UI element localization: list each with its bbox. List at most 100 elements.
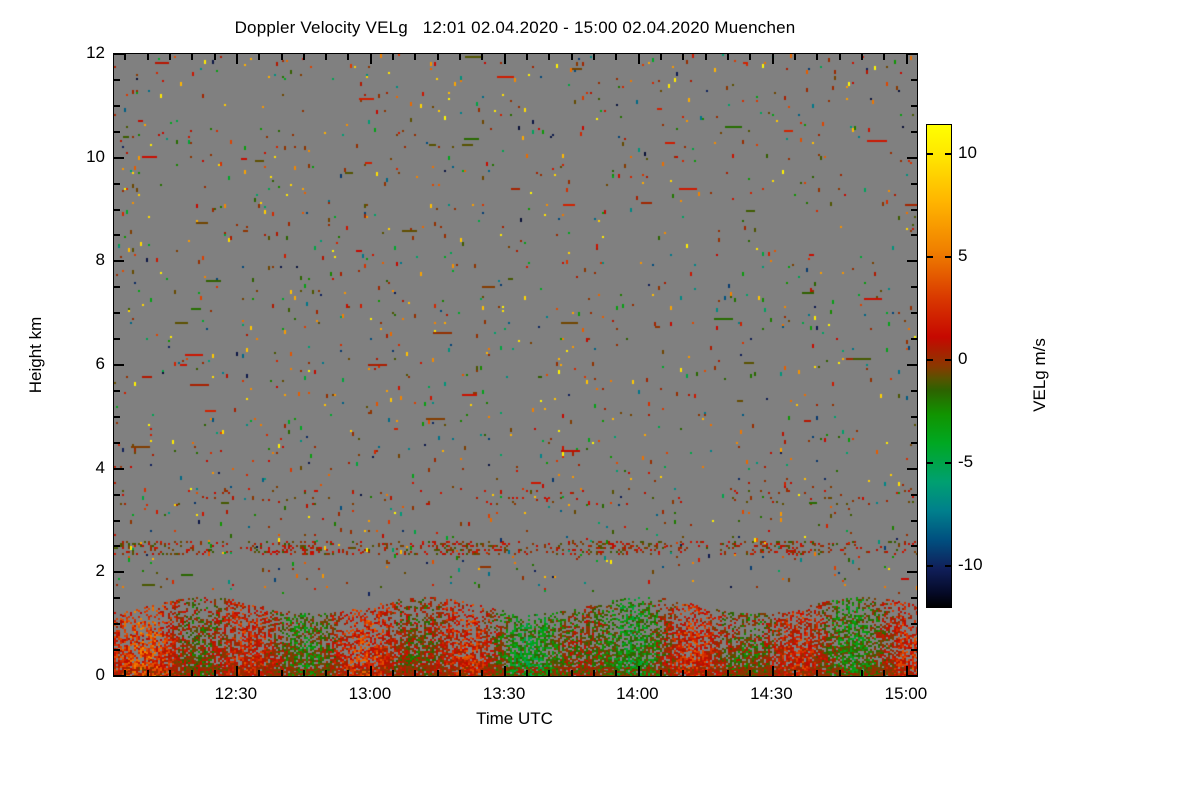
y-axis-tick xyxy=(114,597,120,600)
x-axis-tick xyxy=(726,670,729,676)
x-axis-tick xyxy=(280,54,283,60)
x-axis-tick xyxy=(771,54,774,64)
colorbar-tick-label: 5 xyxy=(958,245,968,265)
x-axis-tick xyxy=(883,670,886,676)
x-axis-title: Time UTC xyxy=(476,709,553,728)
x-axis-tick xyxy=(726,54,729,60)
x-axis-tick xyxy=(347,54,350,60)
x-axis-tick xyxy=(660,54,662,60)
x-axis-tick xyxy=(860,54,863,60)
x-axis-tick xyxy=(191,54,194,60)
x-axis-tick xyxy=(392,670,395,676)
y-axis-tick xyxy=(911,182,917,185)
y-axis-tick xyxy=(911,338,917,341)
x-axis-tick xyxy=(414,670,417,676)
y-axis-tick xyxy=(911,649,917,652)
x-axis-tick xyxy=(526,670,529,676)
y-axis-tick xyxy=(911,234,917,237)
colorbar-tick-label: -5 xyxy=(958,451,974,471)
x-axis-tick xyxy=(302,670,305,676)
x-axis-tick xyxy=(593,54,596,60)
x-axis-tick xyxy=(816,670,819,676)
x-axis-tick xyxy=(771,666,774,676)
y-axis-tick xyxy=(114,156,124,159)
x-axis-tick xyxy=(213,54,216,60)
y-axis-tick xyxy=(114,389,120,392)
y-axis-tick xyxy=(114,519,120,522)
x-axis-tick xyxy=(682,54,685,60)
x-axis-tick xyxy=(816,54,819,60)
y-axis-tick xyxy=(911,545,917,548)
x-axis-tick xyxy=(146,54,149,60)
y-axis-tick xyxy=(911,104,917,107)
y-axis-tick xyxy=(114,208,120,211)
x-tick-label: 13:00 xyxy=(348,684,392,703)
colorbar-tick-label: 10 xyxy=(958,142,977,162)
x-axis-tick xyxy=(615,670,618,676)
y-axis-tick xyxy=(114,571,124,574)
x-axis-tick xyxy=(146,670,149,676)
x-axis-tick xyxy=(459,670,462,676)
colorbar-tick-right xyxy=(945,461,952,464)
x-axis-tick xyxy=(749,54,752,60)
y-axis-tick xyxy=(114,130,120,133)
colorbar-tick-left xyxy=(926,358,933,361)
x-axis-tick xyxy=(459,54,462,60)
y-axis-tick xyxy=(114,78,120,81)
y-axis-tick xyxy=(911,519,917,522)
x-axis-tick xyxy=(191,670,194,676)
y-axis-tick xyxy=(911,597,917,600)
y-axis-tick xyxy=(911,415,917,418)
colorbar-tick-left xyxy=(926,461,933,464)
x-axis-tick xyxy=(347,670,350,676)
colorbar-gradient xyxy=(927,125,951,607)
figure-title: Doppler Velocity VELg 12:01 02.04.2020 -… xyxy=(234,18,796,37)
x-axis-tick xyxy=(258,670,261,676)
y-axis-tick xyxy=(911,208,917,211)
y-axis-tick xyxy=(114,338,120,341)
x-tick-label: 13:30 xyxy=(482,684,526,703)
y-axis-tick xyxy=(911,441,917,444)
y-tick-label: 10 xyxy=(86,146,105,166)
y-axis-tick xyxy=(911,78,917,81)
x-axis-tick xyxy=(526,54,529,60)
colorbar-tick-right xyxy=(945,255,952,258)
x-axis-tick xyxy=(503,666,506,676)
x-axis-tick xyxy=(124,670,127,676)
x-axis-tick xyxy=(325,54,328,60)
y-axis-tick xyxy=(114,415,120,418)
x-axis-tick xyxy=(838,670,841,676)
y-tick-label: 6 xyxy=(95,354,105,373)
x-axis-tick xyxy=(704,670,707,676)
y-tick-label: 2 xyxy=(95,561,105,581)
y-axis-tick xyxy=(907,364,917,366)
y-tick-label: 4 xyxy=(95,457,105,477)
y-axis-tick xyxy=(911,286,917,289)
x-axis-tick xyxy=(905,54,908,64)
y-axis-tick xyxy=(911,389,917,392)
y-tick-label: 12 xyxy=(86,43,105,62)
x-axis-tick xyxy=(704,54,707,60)
y-axis-tick xyxy=(114,441,120,444)
y-axis-tick xyxy=(907,260,917,263)
y-tick-label: 0 xyxy=(95,665,105,684)
y-axis-tick xyxy=(114,104,120,107)
x-tick-label: 12:30 xyxy=(214,684,258,703)
y-axis-tick xyxy=(907,53,917,55)
y-tick-label: 8 xyxy=(95,250,105,270)
colorbar xyxy=(926,124,952,608)
y-axis-tick xyxy=(114,623,120,626)
x-axis-tick xyxy=(838,54,841,60)
colorbar-tick-right xyxy=(945,358,952,361)
x-axis-tick xyxy=(593,670,596,676)
y-axis-tick xyxy=(114,260,124,263)
y-axis-tick xyxy=(114,467,124,470)
x-axis-tick xyxy=(905,666,908,676)
x-axis-tick xyxy=(436,54,439,60)
x-tick-label: 14:00 xyxy=(616,684,659,703)
colorbar-tick-left xyxy=(926,564,933,567)
y-axis-tick xyxy=(911,312,917,315)
y-axis-tick xyxy=(114,649,120,652)
y-axis-tick xyxy=(114,286,120,289)
x-axis-tick xyxy=(793,670,796,676)
